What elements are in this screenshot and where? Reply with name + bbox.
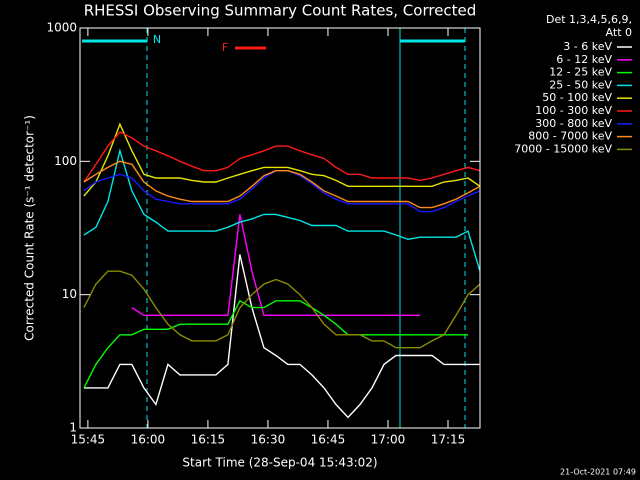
annotation: F [222, 41, 228, 54]
x-tick-label: 16:45 [311, 433, 346, 447]
legend-label: 12 - 25 keV [549, 66, 612, 79]
x-tick-label: 16:00 [131, 433, 166, 447]
legend-label: 7000 - 15000 keV [514, 142, 612, 155]
legend-label: 3 - 6 keV [563, 40, 612, 53]
series-line [83, 148, 481, 272]
legend-label: 800 - 7000 keV [528, 130, 612, 143]
legend-label: 100 - 300 keV [535, 104, 612, 117]
series-line [83, 122, 481, 197]
series-line [83, 131, 481, 183]
series-line [131, 214, 420, 316]
legend-header: Det 1,3,4,5,6,9, [546, 13, 632, 26]
series-line [83, 254, 480, 419]
legend-label: 300 - 800 keV [535, 117, 612, 130]
y-tick-label: 1 [69, 421, 77, 435]
legend-header: Att 0 [606, 26, 632, 39]
x-tick-label: 16:30 [251, 433, 286, 447]
x-tick-label: 15:45 [71, 433, 106, 447]
footer: 21-Oct-2021 07:49 [560, 468, 636, 477]
x-tick-label: 17:15 [431, 433, 466, 447]
series-line [83, 299, 468, 389]
y-tick-label: 1000 [46, 21, 77, 35]
plot-frame [79, 27, 481, 429]
series-line [83, 270, 481, 349]
chart-title: RHESSI Observing Summary Count Rates, Co… [84, 2, 477, 20]
legend-label: 6 - 12 keV [556, 53, 612, 66]
x-tick-label: 16:15 [191, 433, 226, 447]
series-line [83, 160, 481, 209]
x-tick-label: 17:00 [371, 433, 406, 447]
annotation: N [153, 33, 161, 46]
legend-label: 50 - 100 keV [542, 91, 612, 104]
y-tick-label: 10 [62, 287, 77, 301]
y-tick-label: 100 [54, 154, 77, 168]
legend-label: 25 - 50 keV [549, 78, 612, 91]
x-axis-label: Start Time (28-Sep-04 15:43:02) [182, 456, 377, 470]
y-axis-label: Corrected Count Rate (s⁻¹ detector⁻¹) [23, 115, 37, 341]
